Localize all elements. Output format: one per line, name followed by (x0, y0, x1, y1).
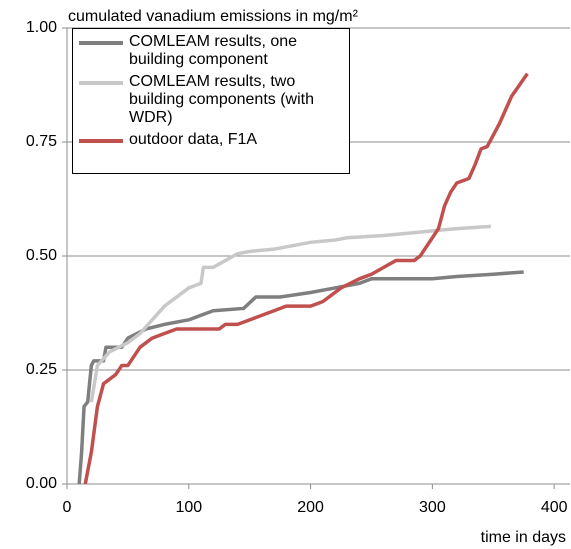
x-tick-label: 300 (419, 499, 446, 516)
series-line (83, 72, 529, 485)
x-tick-label: 0 (63, 499, 72, 516)
y-tick-label: 0.00 (26, 475, 57, 492)
legend: COMLEAM results, one building component C… (72, 28, 350, 174)
x-tick-label: 100 (175, 499, 202, 516)
legend-label: COMLEAM results, two building components… (129, 73, 314, 126)
y-tick-label: 0.50 (26, 247, 57, 264)
legend-label: COMLEAM results, one building component (129, 33, 298, 68)
legend-swatch (79, 41, 123, 45)
legend-entry: outdoor data, F1A (79, 131, 343, 149)
series-line (77, 270, 524, 485)
y-tick-label: 0.75 (26, 133, 57, 150)
legend-entry: COMLEAM results, one building component (79, 33, 343, 69)
legend-label: outdoor data, F1A (129, 131, 258, 148)
x-tick-label: 400 (541, 499, 568, 516)
series-line (89, 224, 491, 403)
y-tick-label: 0.25 (26, 361, 57, 378)
x-tick-label: 200 (297, 499, 324, 516)
legend-swatch (79, 139, 123, 143)
legend-swatch (79, 81, 123, 85)
legend-entry: COMLEAM results, two building components… (79, 73, 343, 127)
y-tick-label: 1.00 (26, 19, 57, 36)
x-axis-label: time in days (481, 529, 566, 546)
chart-title: cumulated vanadium emissions in mg/m² (68, 8, 359, 25)
